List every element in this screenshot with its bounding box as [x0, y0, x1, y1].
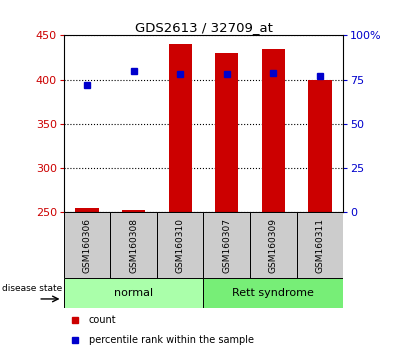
Text: disease state: disease state	[2, 284, 62, 293]
Text: GSM160310: GSM160310	[175, 218, 185, 273]
Bar	[157, 212, 203, 278]
Bar	[122, 210, 145, 212]
Bar	[203, 278, 343, 308]
Text: count: count	[89, 315, 116, 325]
Title: GDS2613 / 32709_at: GDS2613 / 32709_at	[134, 21, 272, 34]
Bar	[262, 48, 285, 212]
Bar	[250, 212, 297, 278]
Bar	[203, 212, 250, 278]
Text: percentile rank within the sample: percentile rank within the sample	[89, 335, 254, 346]
Bar	[75, 208, 99, 212]
Bar	[308, 80, 332, 212]
Text: normal: normal	[114, 288, 153, 298]
Text: GSM160307: GSM160307	[222, 218, 231, 273]
Bar	[110, 212, 157, 278]
Text: GSM160309: GSM160309	[269, 218, 278, 273]
Bar	[215, 53, 238, 212]
Text: GSM160308: GSM160308	[129, 218, 138, 273]
Bar	[64, 212, 110, 278]
Text: GSM160306: GSM160306	[83, 218, 92, 273]
Bar	[297, 212, 343, 278]
Text: GSM160311: GSM160311	[315, 218, 324, 273]
Bar	[64, 278, 203, 308]
Bar	[169, 44, 192, 212]
Text: Rett syndrome: Rett syndrome	[232, 288, 314, 298]
